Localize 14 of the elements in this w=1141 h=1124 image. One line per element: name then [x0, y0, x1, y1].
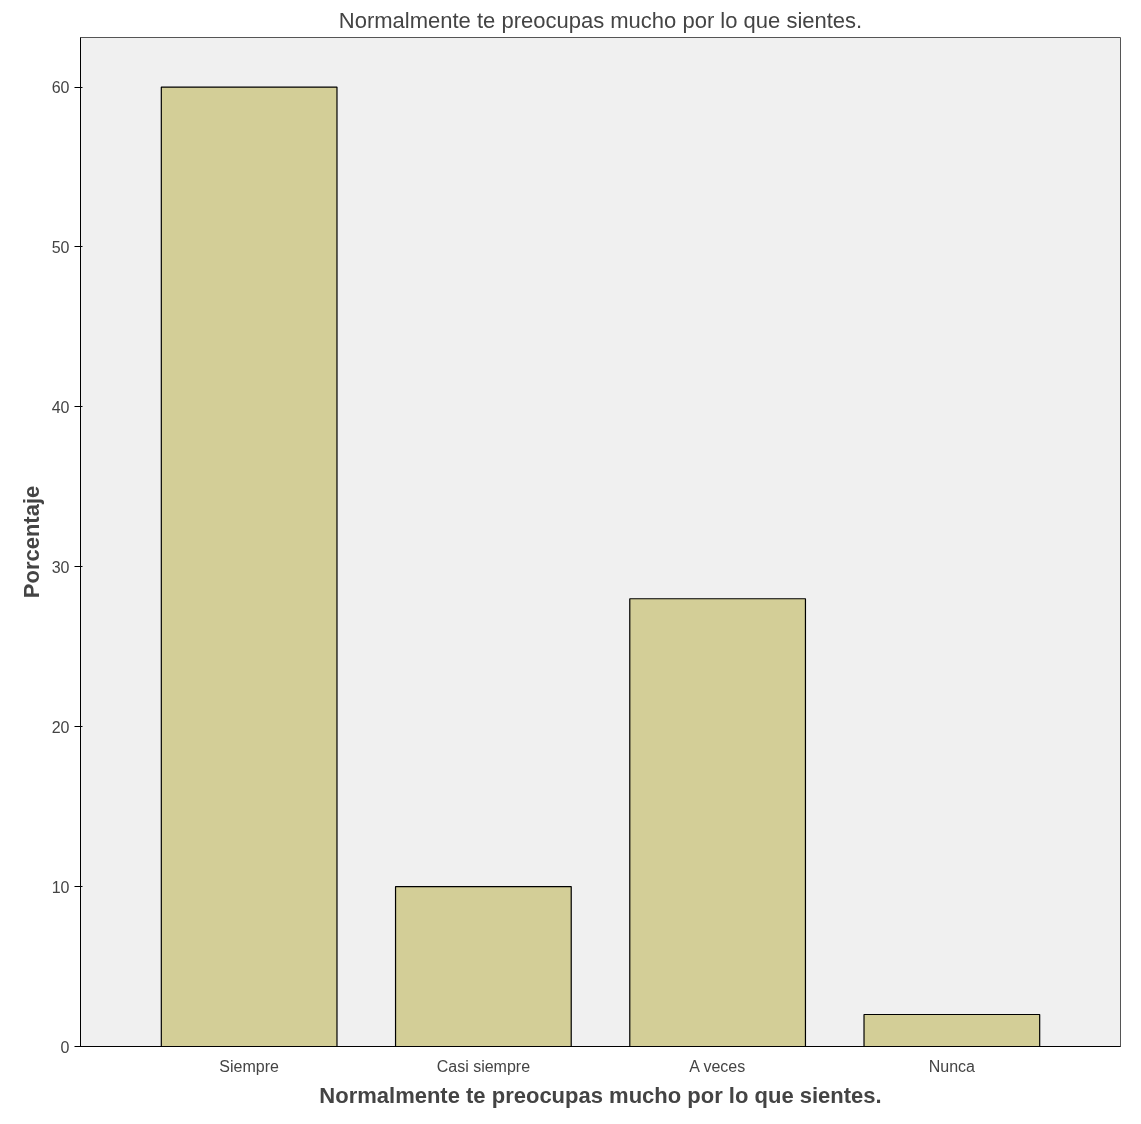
y-tick-label: 0 [60, 1038, 70, 1056]
x-axis-title: Normalmente te preocupas mucho por lo que sientes. [319, 1082, 882, 1108]
x-tick-label: Casi siempre [436, 1057, 531, 1075]
y-tick-label: 60 [51, 79, 70, 97]
y-tick-label: 40 [51, 398, 70, 416]
y-tick-label: 50 [51, 238, 70, 256]
y-tick-label: 30 [51, 558, 70, 576]
x-tick-label: Nunca [928, 1057, 976, 1075]
chart-title: Normalmente te preocupas mucho por lo que sientes. [338, 7, 863, 33]
y-axis-title: Porcentaje [18, 485, 44, 599]
y-tick-label: 10 [51, 878, 70, 896]
x-tick-label: Siempre [219, 1057, 280, 1075]
y-tick-label: 20 [51, 718, 70, 736]
x-tick-label: A veces [689, 1057, 746, 1075]
